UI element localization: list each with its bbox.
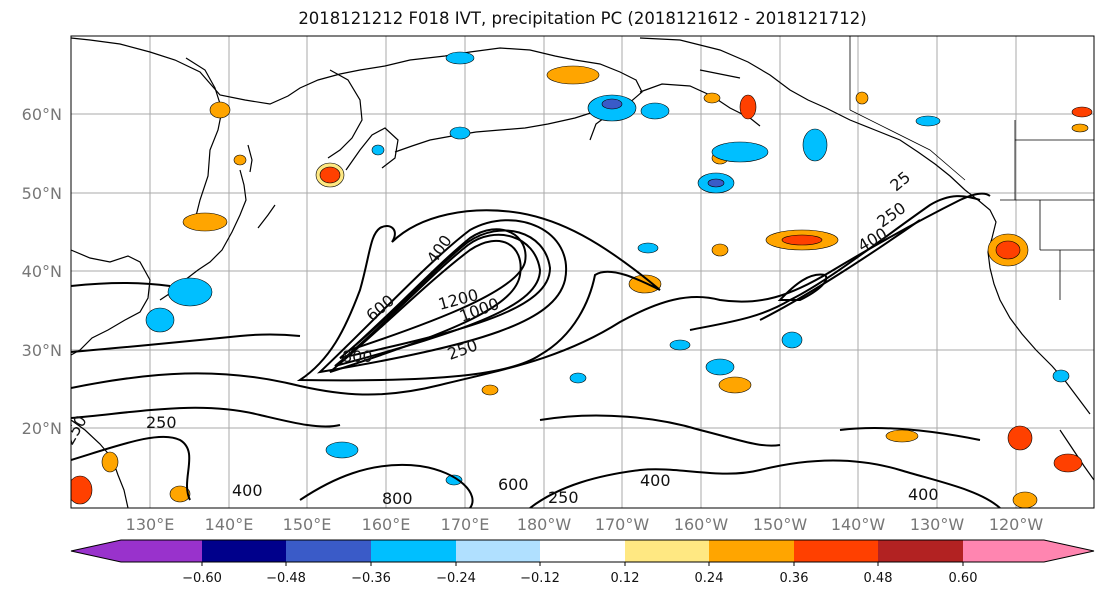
colorbar-tick-label: −0.24 [436,571,476,586]
colorbar-segment [71,540,202,562]
lat-label: 60°N [22,105,62,124]
latitude-labels: 60°N 50°N 40°N 30°N 20°N [22,105,62,438]
longitude-labels: 130°E 140°E 150°E 160°E 170°E 180°W 170°… [126,515,1044,534]
colorbar-tick-label: −0.60 [182,571,222,586]
colorbar-segment [963,540,1094,562]
colorbar-tick-label: 0.48 [864,571,893,586]
colorbar: −0.60 −0.48 −0.36 −0.24 −0.12 0.12 0.24 0.36 0.4… [70,539,1095,586]
colorbar-segment [625,540,709,562]
colorbar-segment [878,540,963,562]
colorbar-tick-label: 0.36 [780,571,809,586]
colorbar-tick-label: 0.60 [949,571,978,586]
colorbar-segment [202,540,286,562]
lat-label: 20°N [22,419,62,438]
colorbar-tick-label: −0.36 [351,571,391,586]
colorbar-segment [794,540,878,562]
colorbar-segment [540,540,625,562]
lon-label: 170°E [441,515,490,534]
contour-label: 250 [548,488,579,507]
ivt-contours [71,192,1001,508]
lat-label: 40°N [22,262,62,281]
map-frame [70,35,1095,509]
colorbar-segment [371,540,456,562]
lon-label: 160°E [362,515,411,534]
colorbar-tick-label: 0.24 [695,571,724,586]
lon-label: 180°W [517,515,572,534]
lon-label: 150°E [283,515,332,534]
lon-label: 130°E [126,515,175,534]
colorbar-segment [709,540,794,562]
colorbar-outline [70,539,1095,563]
precipitation-anomaly-patches [71,51,1093,508]
colorbar-tick-label: −0.48 [266,571,306,586]
contour-label: 800 [382,489,413,508]
colorbar-segment [286,540,371,562]
political-borders [849,36,1094,300]
lon-label: 150°W [753,515,808,534]
lon-label: 170°W [595,515,650,534]
colorbar-tick-label: −0.12 [520,571,560,586]
contour-label: 250 [146,413,177,432]
contour-label: 400 [908,485,939,504]
lon-label: 140°E [205,515,254,534]
lat-label: 30°N [22,341,62,360]
lon-label: 130°W [910,515,965,534]
contour-label: 400 [640,471,671,490]
contour-label: 600 [498,475,529,494]
lat-label: 50°N [22,184,62,203]
lon-label: 160°W [674,515,729,534]
contour-label: 800 [342,347,373,366]
lon-label: 140°W [831,515,886,534]
colorbar-segment [456,540,540,562]
map-title: 2018121212 F018 IVT, precipitation PC (2… [298,9,867,28]
contour-label: 400 [232,481,263,500]
lon-label: 120°W [989,515,1044,534]
map-panel: 250 400 600 800 1000 1200 250 400 250 25… [71,36,1094,508]
colorbar-tick-label: 0.12 [611,571,640,586]
